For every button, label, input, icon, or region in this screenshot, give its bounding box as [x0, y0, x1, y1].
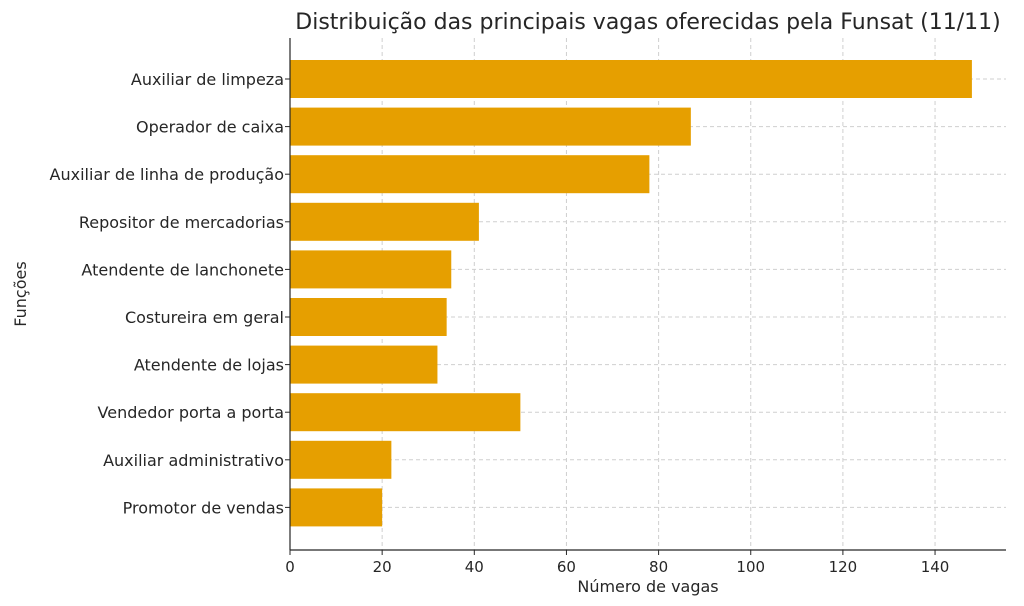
bar [290, 250, 452, 289]
x-axis-label: Número de vagas [577, 577, 718, 596]
y-tick-label: Atendente de lojas [134, 356, 284, 375]
bar [290, 107, 691, 146]
bar [290, 393, 521, 432]
bar [290, 488, 383, 527]
y-tick-label: Auxiliar de limpeza [131, 70, 284, 89]
bar [290, 60, 972, 98]
x-tick-label: 60 [557, 558, 576, 576]
bar [290, 298, 447, 336]
x-tick-label: 100 [736, 558, 765, 576]
y-tick-label: Auxiliar de linha de produção [50, 165, 284, 184]
chart-title: Distribuição das principais vagas oferec… [295, 10, 1000, 35]
y-tick-label: Vendedor porta a porta [98, 403, 284, 422]
y-tick-label: Operador de caixa [136, 118, 284, 137]
bar [290, 202, 479, 241]
bar [290, 345, 438, 384]
y-tick-label: Costureira em geral [125, 308, 284, 327]
x-tick-label: 40 [465, 558, 484, 576]
x-tick-label: 120 [829, 558, 858, 576]
y-tick-label: Promotor de vendas [123, 498, 284, 517]
y-axis-label: Funções [11, 261, 30, 326]
y-tick-label: Atendente de lanchonete [81, 260, 284, 279]
x-tick-label: 140 [921, 558, 950, 576]
x-tick-label: 20 [373, 558, 392, 576]
x-tick-label: 80 [649, 558, 668, 576]
y-tick-label: Repositor de mercadorias [79, 213, 284, 232]
y-tick-label: Auxiliar administrativo [103, 451, 284, 470]
bar [290, 440, 392, 479]
x-tick-label: 0 [285, 558, 295, 576]
bar [290, 155, 650, 194]
